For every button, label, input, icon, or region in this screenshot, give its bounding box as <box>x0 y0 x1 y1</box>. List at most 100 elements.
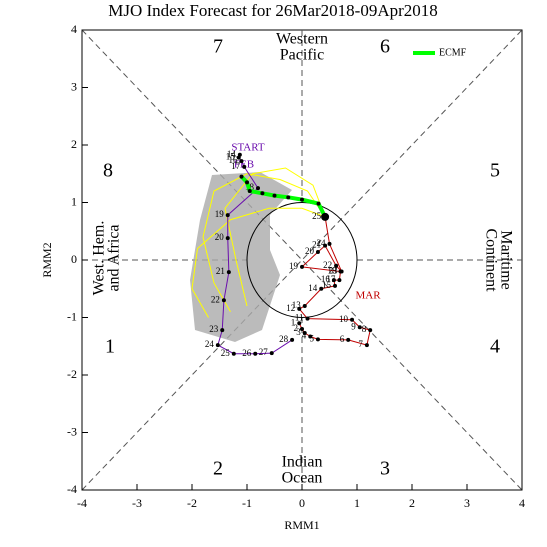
point <box>300 264 304 269</box>
point <box>297 306 302 311</box>
point <box>315 249 320 254</box>
day-label: 20 <box>305 246 315 256</box>
day-label: 8 <box>362 324 367 334</box>
phase-label: 6 <box>380 36 390 58</box>
point <box>333 283 337 288</box>
legend-label: ECMF <box>439 47 467 58</box>
day-label: 4 <box>302 331 307 341</box>
day-label: 12 <box>286 303 295 313</box>
region-label: Western <box>276 31 328 48</box>
day-label: 27 <box>259 347 269 357</box>
day-label: 23 <box>209 324 219 334</box>
unit-circle <box>246 202 358 318</box>
x-tick-label: 3 <box>464 496 470 510</box>
day-label: 28 <box>279 334 289 344</box>
y-tick-label: -1 <box>67 309 77 323</box>
point <box>346 337 351 342</box>
day-label: 3 <box>296 327 301 337</box>
point <box>220 328 225 333</box>
point <box>239 174 244 179</box>
y-tick-label: -2 <box>67 367 77 381</box>
region-label: Indian <box>282 454 323 471</box>
day-label: 21 <box>216 266 225 276</box>
y-tick-label: 3 <box>71 79 77 93</box>
phase-label: 2 <box>213 458 223 480</box>
y-tick-label: -4 <box>67 482 77 496</box>
point <box>297 321 302 326</box>
day-label: 9 <box>351 321 356 331</box>
day-label: 10 <box>339 314 349 324</box>
ensemble-line <box>224 167 326 307</box>
region-label: Continent <box>482 228 499 292</box>
mar-label: MAR <box>355 290 381 302</box>
day-label: 23 <box>329 266 339 276</box>
point <box>231 351 236 356</box>
day-label: 22 <box>323 260 332 270</box>
point <box>260 191 265 196</box>
point <box>302 304 307 308</box>
y-tick-label: 2 <box>71 137 77 151</box>
phase-label: 8 <box>103 160 113 182</box>
day-label: 21 <box>312 240 321 250</box>
day-label: 15 <box>322 280 332 290</box>
day-label: 24 <box>317 238 327 248</box>
y-tick-label: 1 <box>71 194 77 208</box>
point <box>256 186 260 191</box>
day-label: 13 <box>292 300 302 310</box>
x-tick-label: 4 <box>519 496 525 510</box>
region-label: and Africa <box>106 224 123 291</box>
phase-label: 7 <box>213 36 223 58</box>
ensemble-spread <box>190 172 292 342</box>
point <box>368 328 373 333</box>
x-tick-label: -1 <box>242 496 252 510</box>
day-label: 20 <box>215 232 225 242</box>
point <box>302 331 307 336</box>
point <box>331 278 336 283</box>
phase-label: 5 <box>490 160 500 182</box>
day-label: 5 <box>309 333 314 343</box>
x-tick-label: 0 <box>299 496 305 510</box>
point <box>364 343 369 348</box>
x-axis-label: RMM1 <box>284 518 319 532</box>
region-label: Ocean <box>282 470 323 487</box>
x-tick-label: -3 <box>132 496 142 510</box>
point <box>327 241 332 246</box>
point <box>323 243 328 248</box>
point <box>286 195 291 200</box>
day-label: 7 <box>358 339 363 349</box>
point <box>337 278 342 283</box>
point <box>321 212 330 221</box>
day-label: 18 <box>328 266 338 276</box>
y-tick-label: 0 <box>71 252 77 266</box>
day-label: 14 <box>227 149 237 159</box>
y-tick-label: -3 <box>67 424 77 438</box>
point <box>225 236 230 241</box>
ensemble-line <box>202 173 326 312</box>
phase-label: 4 <box>490 336 500 358</box>
chart-title: MJO Index Forecast for 26Mar2018-09Apr20… <box>108 1 438 20</box>
x-tick-label: 2 <box>409 496 415 510</box>
x-tick-label: 1 <box>354 496 360 510</box>
day-label: 26 <box>242 348 252 358</box>
phase-dividers <box>81 29 523 491</box>
point <box>339 269 344 274</box>
day-label: 6 <box>340 334 345 344</box>
day-label: 19 <box>215 209 225 219</box>
day-label: 22 <box>211 294 220 304</box>
point <box>290 337 295 342</box>
ensemble-line <box>191 207 326 318</box>
day-label: 24 <box>205 339 215 349</box>
point <box>269 351 274 356</box>
point <box>253 351 258 356</box>
y-tick-label: 4 <box>71 22 77 36</box>
region-label: West. Hem. <box>91 221 108 296</box>
point <box>357 325 362 330</box>
point <box>221 298 226 303</box>
point <box>225 213 230 218</box>
day-label: 14 <box>308 283 318 293</box>
y-axis-label: RMM2 <box>40 242 54 277</box>
point <box>308 334 313 339</box>
point <box>319 286 324 291</box>
